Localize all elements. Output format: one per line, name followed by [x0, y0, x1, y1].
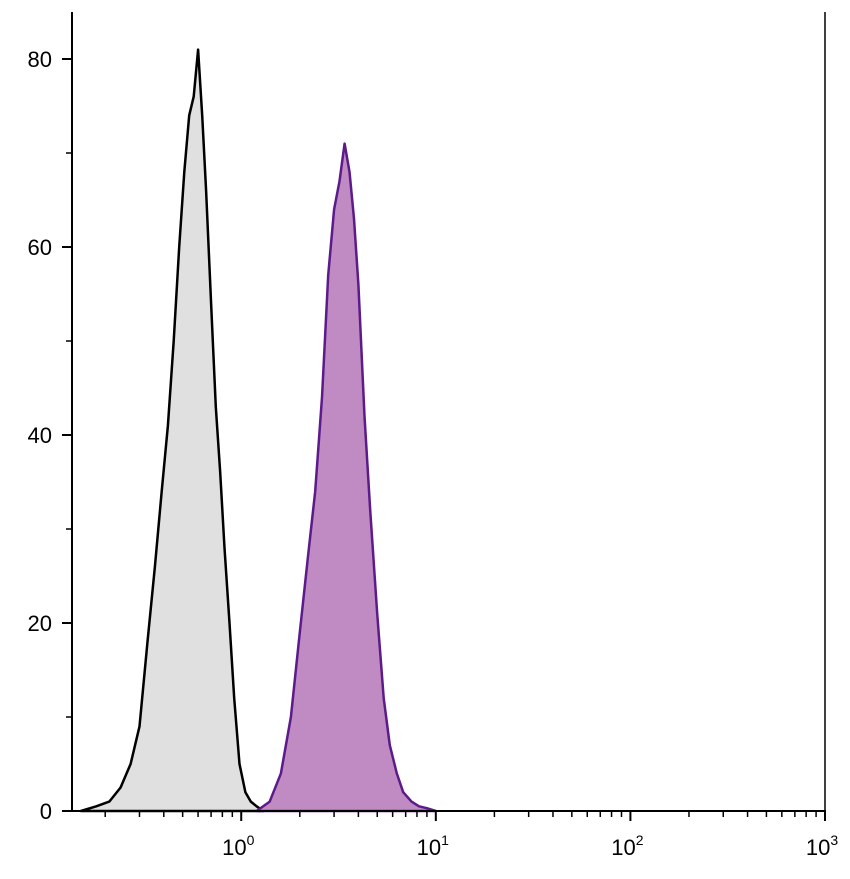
histogram-series-2: [255, 142, 438, 813]
y-tick-label: 40: [28, 423, 52, 448]
y-tick-label: 20: [28, 611, 52, 636]
x-tick-label: 103: [806, 832, 838, 860]
y-tick-label: 60: [28, 235, 52, 260]
x-tick-label: 101: [417, 832, 449, 860]
histogram-series-1: [79, 48, 265, 813]
tick-layer: 0 20 40 60 80 100 101 102 103: [28, 47, 839, 860]
series-layer: [79, 48, 438, 813]
y-tick-label: 80: [28, 47, 52, 72]
x-tick-label: 100: [222, 832, 254, 860]
y-tick-label: 0: [40, 799, 52, 824]
x-tick-label: 102: [611, 832, 643, 860]
